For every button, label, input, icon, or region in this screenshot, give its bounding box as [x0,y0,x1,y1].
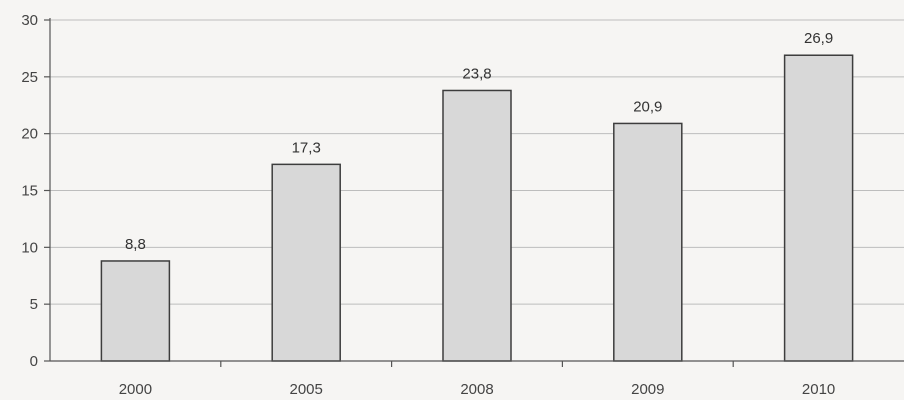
data-labels: 8,8 17,3 23,8 20,9 26,9 [125,30,833,253]
x-tick-label-2000: 2000 [119,381,152,398]
y-tick-label-5: 5 [30,296,38,313]
data-label-2009: 20,9 [633,98,662,115]
bars [100,54,854,362]
x-tick-label-2010: 2010 [802,381,835,398]
data-label-2008: 23,8 [462,65,491,82]
x-tick-label-2008: 2008 [460,381,493,398]
x-tick-label-2009: 2009 [631,381,664,398]
bar-2000 [100,260,171,362]
bar-2005 [271,163,341,362]
x-tick-label-2005: 2005 [290,381,323,398]
axes: 0 5 10 15 20 25 30 2000 2005 2008 2009 2010 [21,12,904,398]
bar-2009 [613,122,683,362]
y-tick-label-25: 25 [21,69,38,86]
y-tick-label-20: 20 [21,126,38,143]
bar-2008 [442,89,512,362]
data-label-2010: 26,9 [804,30,833,47]
data-label-2000: 8,8 [125,236,146,253]
y-tick-label-0: 0 [30,353,38,370]
y-tick-label-15: 15 [21,183,38,200]
data-label-2005: 17,3 [292,139,321,156]
y-tick-label-10: 10 [21,239,38,256]
y-tick-label-30: 30 [21,12,38,29]
bar-2010 [783,54,854,362]
